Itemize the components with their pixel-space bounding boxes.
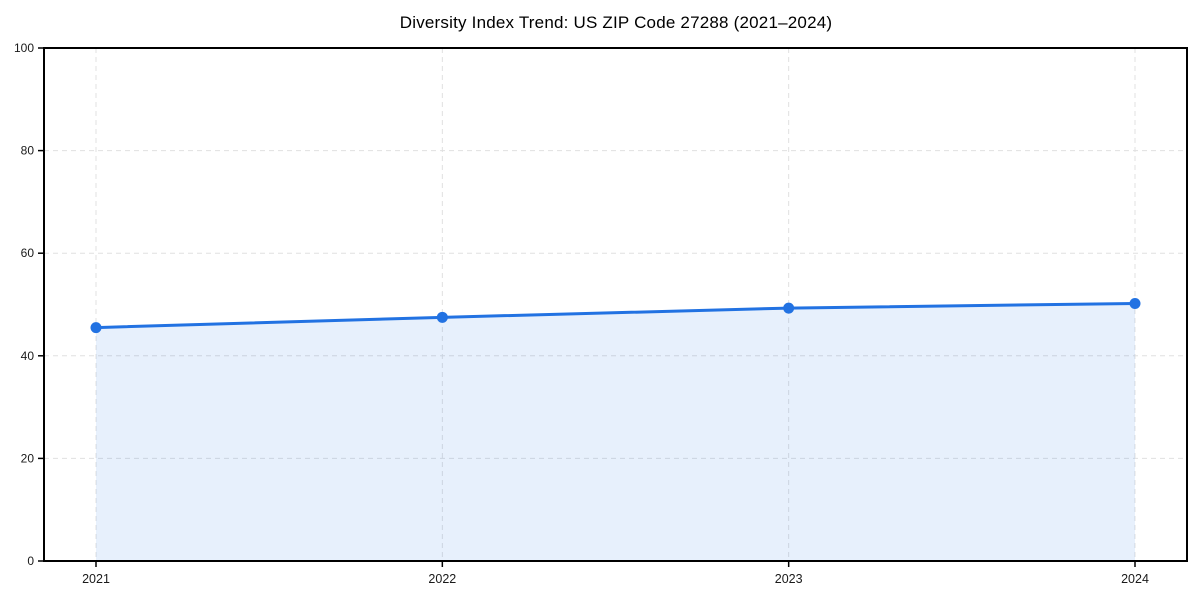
plot-border bbox=[43, 47, 1188, 562]
data-point-marker bbox=[436, 311, 448, 323]
x-tick-label: 2023 bbox=[775, 572, 803, 586]
x-tick-label: 2024 bbox=[1121, 572, 1149, 586]
y-tick-label: 100 bbox=[14, 41, 34, 55]
y-tick-label: 40 bbox=[21, 349, 35, 363]
trend-line bbox=[94, 301, 1137, 330]
y-tick-label: 80 bbox=[21, 144, 35, 158]
data-point-marker bbox=[1129, 297, 1141, 309]
data-point-marker bbox=[90, 322, 102, 334]
data-point-marker bbox=[783, 302, 795, 314]
y-tick-label: 60 bbox=[21, 246, 35, 260]
area-fill bbox=[96, 303, 1135, 561]
x-tick-label: 2022 bbox=[428, 572, 456, 586]
y-tick-label: 20 bbox=[21, 451, 35, 465]
y-tick-label: 0 bbox=[27, 554, 34, 568]
chart-title: Diversity Index Trend: US ZIP Code 27288… bbox=[399, 13, 833, 32]
x-tick-label: 2021 bbox=[82, 572, 110, 586]
